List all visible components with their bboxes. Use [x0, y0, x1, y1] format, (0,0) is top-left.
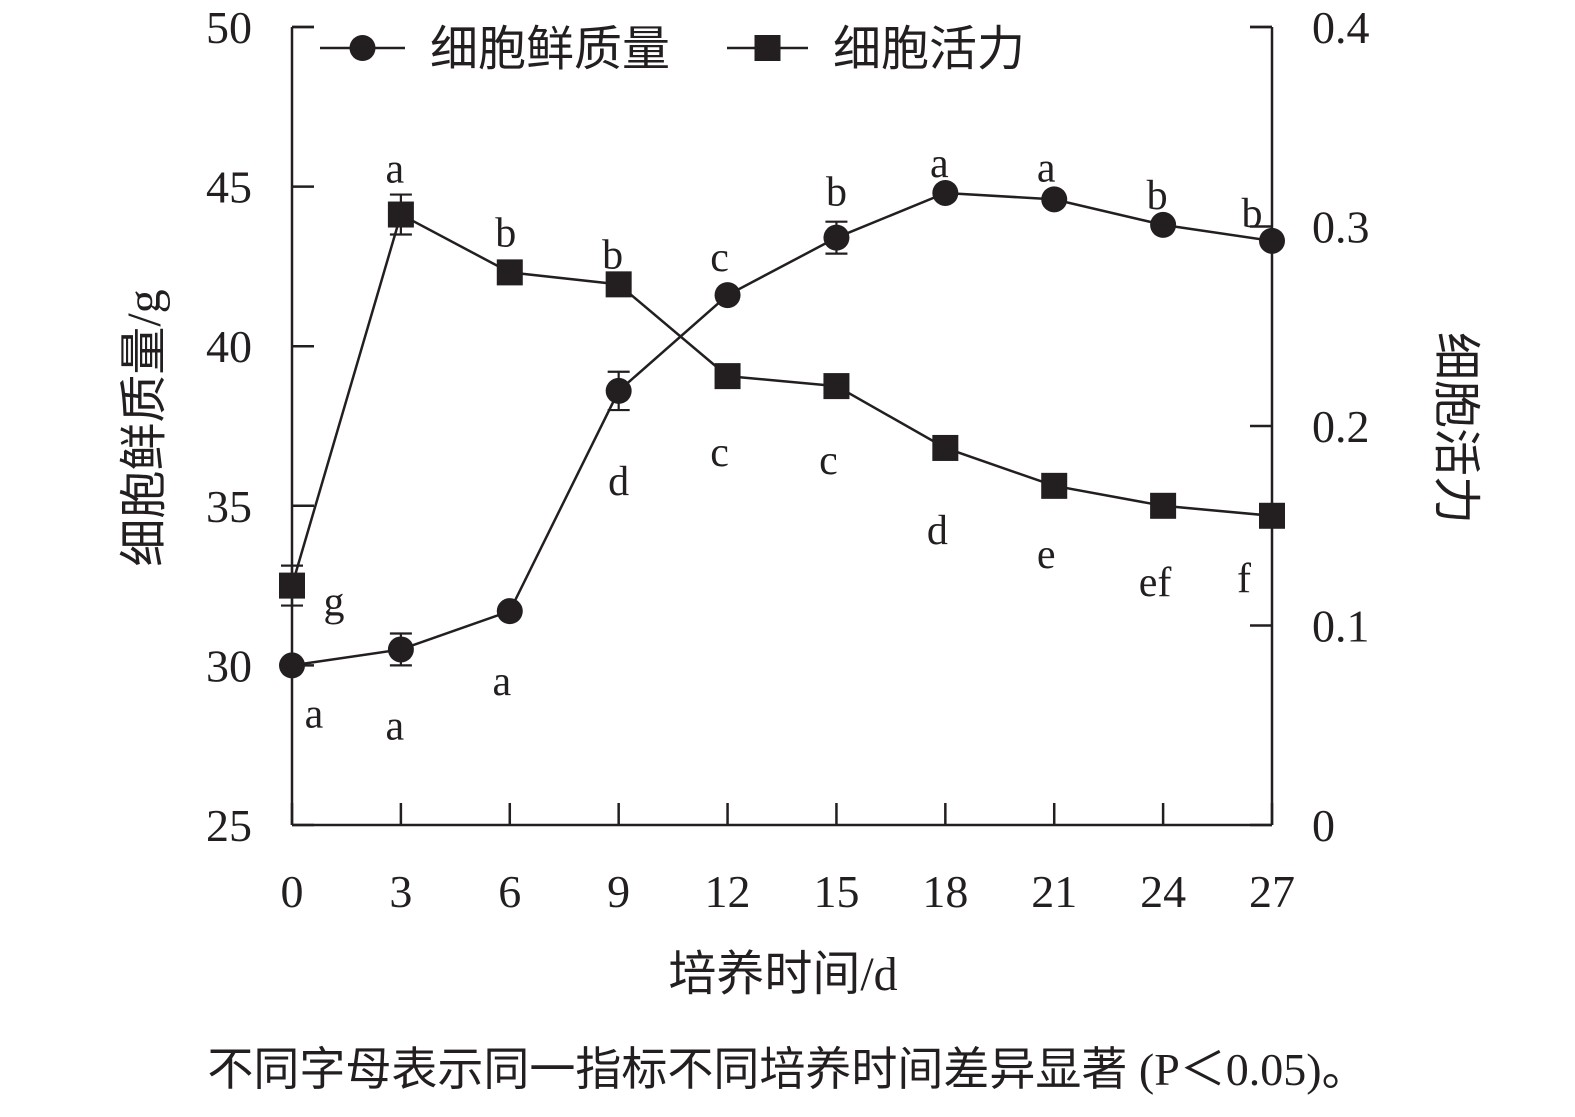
significance-label: e [1037, 532, 1056, 578]
figure-caption: 不同字母表示同一指标不同培养时间差异显著 (P＜0.05)。 [207, 1044, 1368, 1095]
x-tick-label: 12 [705, 866, 751, 917]
significance-label: ef [1139, 560, 1172, 606]
x-axis-title: 培养时间/d [668, 948, 897, 1001]
series: a a a d c b a a b b g a b b c c d e ef f [279, 141, 1285, 749]
significance-label: d [927, 508, 948, 554]
data-point-circle [714, 282, 741, 309]
left-y-tick-label: 25 [206, 800, 252, 851]
data-point-circle [1150, 211, 1177, 238]
significance-label: a [386, 703, 405, 749]
series-viability: g a b b c c d e ef f [279, 147, 1285, 626]
right-y-axis-title: 细胞活力 [1429, 332, 1482, 524]
significance-label: a [492, 659, 511, 705]
right-y-tick-label: 0.3 [1312, 202, 1370, 253]
data-point-square [279, 572, 305, 599]
data-point-circle [605, 377, 632, 404]
significance-label: b [1147, 173, 1168, 219]
data-point-square [823, 373, 850, 400]
left-y-axis-title: 细胞鲜质量/g [118, 289, 171, 566]
left-y-tick-label: 45 [206, 162, 252, 213]
right-y-tick-label: 0.1 [1312, 601, 1370, 652]
legend-item: 细胞鲜质量 [320, 23, 670, 76]
data-point-circle [1041, 186, 1068, 213]
left-y-tick-label: 40 [206, 321, 252, 372]
x-tick-label: 0 [281, 866, 304, 917]
significance-label: a [930, 141, 949, 187]
x-tick-label: 24 [1140, 866, 1186, 917]
significance-label: c [710, 430, 729, 476]
left-y-tick-label: 35 [206, 481, 252, 532]
significance-label: b [1242, 191, 1263, 237]
left-y-tick-label: 50 [206, 2, 252, 53]
x-tick-label: 6 [498, 866, 521, 917]
legend-label: 细胞活力 [833, 23, 1025, 76]
x-tick-label: 15 [813, 866, 859, 917]
axes: 0 3 6 9 12 15 18 21 24 27 25 30 35 40 45 50 0 0.1 0.2 0.3 0.… [206, 2, 1370, 917]
data-point-circle [279, 652, 305, 679]
data-point-circle [387, 636, 414, 663]
data-point-square [1041, 472, 1068, 499]
data-point-circle [932, 179, 959, 206]
data-point-square [932, 434, 959, 461]
data-point-circle [496, 598, 523, 625]
significance-label: d [608, 459, 629, 505]
legend-item: 细胞活力 [727, 23, 1025, 76]
x-tick-label: 18 [922, 866, 968, 917]
right-y-tick-label: 0.4 [1312, 2, 1370, 53]
legend: 细胞鲜质量 细胞活力 [320, 23, 1025, 76]
significance-label: a [386, 147, 405, 193]
significance-label: b [495, 210, 516, 256]
series-line [290, 212, 1273, 586]
significance-label: b [826, 170, 847, 216]
data-point-circle [1259, 227, 1285, 254]
significance-label: b [602, 232, 623, 278]
x-tick-label: 3 [389, 866, 412, 917]
data-point-square [605, 271, 632, 298]
x-tick-label: 21 [1031, 866, 1077, 917]
significance-label: c [710, 235, 729, 281]
data-point-square [387, 201, 414, 228]
left-y-tick-label: 30 [206, 640, 252, 691]
significance-label: a [1037, 145, 1056, 191]
legend-marker-square [754, 35, 781, 61]
series-fresh-weight: a a a d c b a a b b [279, 141, 1285, 749]
significance-label: c [819, 438, 838, 484]
legend-label: 细胞鲜质量 [430, 23, 670, 76]
data-point-square [714, 363, 741, 390]
right-y-tick-label: 0 [1312, 800, 1335, 851]
dual-axis-line-chart: 0 3 6 9 12 15 18 21 24 27 25 30 35 40 45 50 0 0.1 0.2 0.3 0.… [118, 2, 1482, 1001]
significance-label: g [324, 580, 345, 626]
right-y-tick-label: 0.2 [1312, 401, 1370, 452]
data-point-square [496, 259, 523, 286]
x-tick-label: 27 [1249, 866, 1295, 917]
data-point-square [1150, 492, 1177, 519]
data-point-square [1259, 502, 1285, 529]
x-tick-label: 9 [607, 866, 630, 917]
significance-label: f [1237, 556, 1251, 602]
series-line [291, 191, 1273, 667]
data-point-circle [823, 224, 850, 251]
legend-marker-circle [349, 35, 376, 61]
significance-label: a [305, 691, 324, 737]
